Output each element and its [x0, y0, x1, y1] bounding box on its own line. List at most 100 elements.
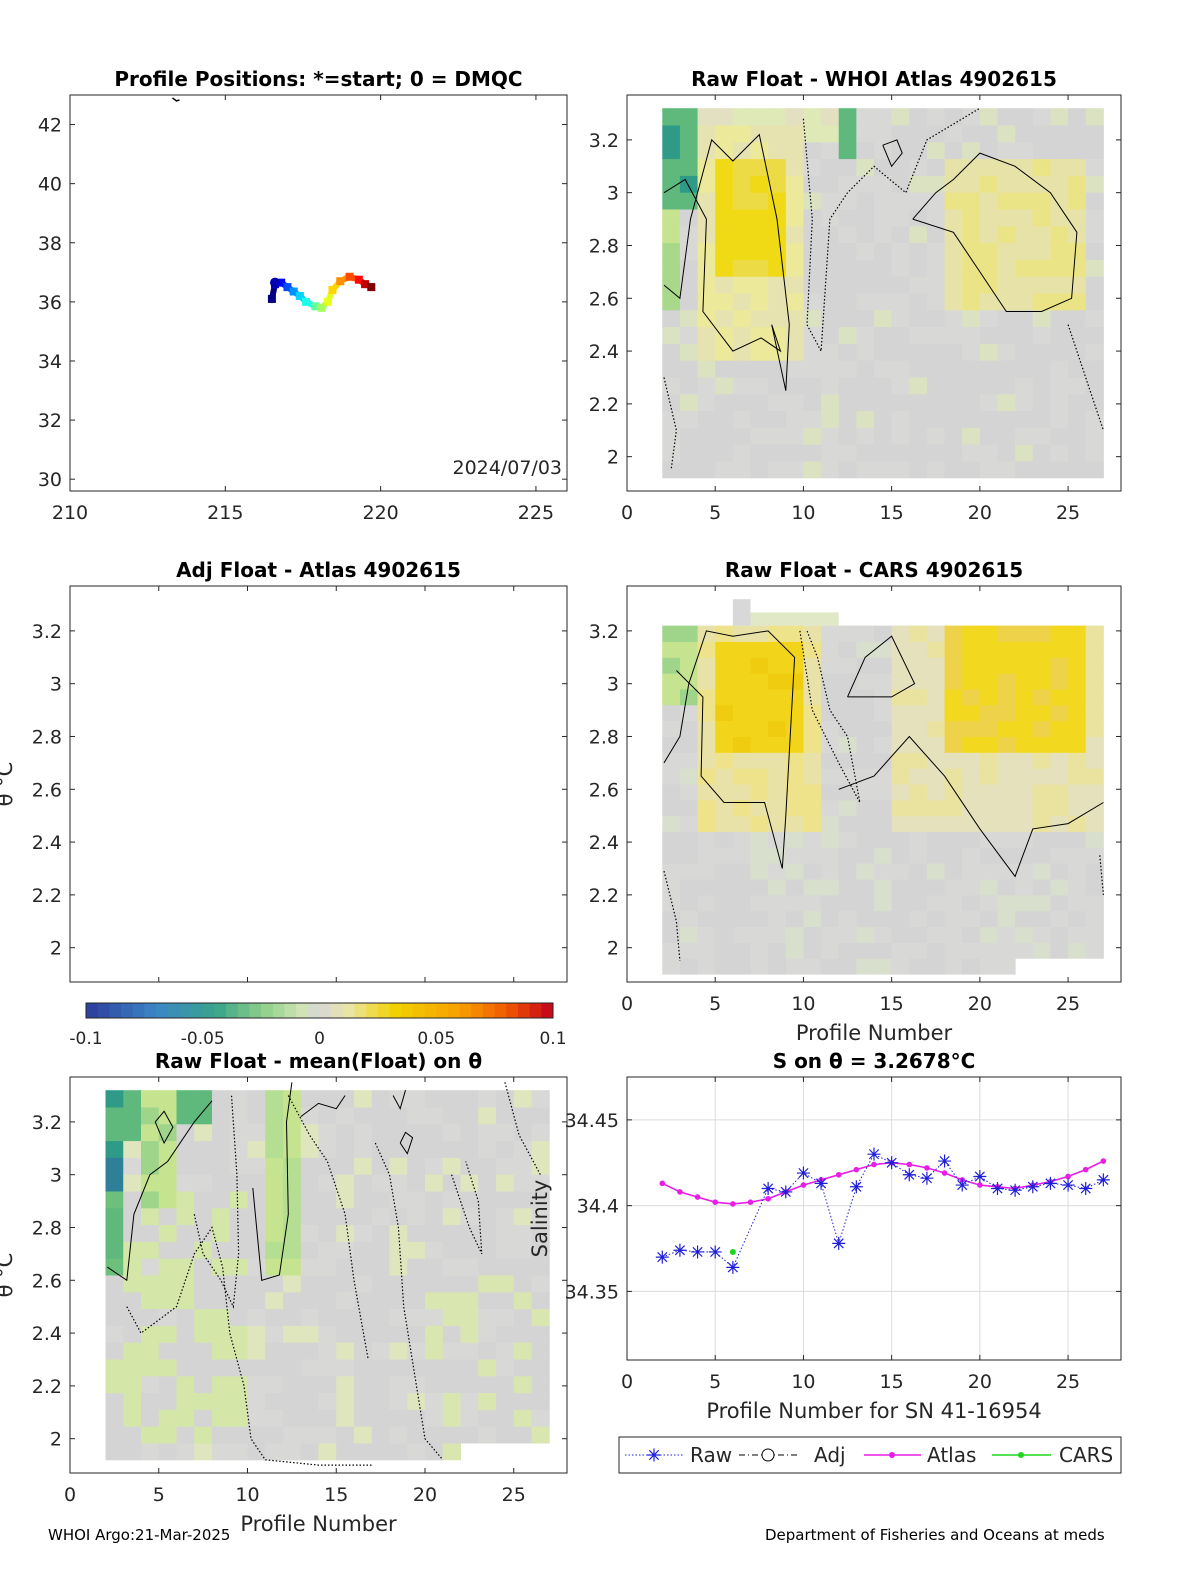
- heatmap-cell: [838, 625, 857, 642]
- colorbar-swatch: [377, 1003, 391, 1018]
- heatmap-cell: [1050, 831, 1069, 848]
- heatmap-cell: [1050, 377, 1069, 395]
- colorbar-swatch: [156, 1003, 169, 1018]
- x-tick-label: 25: [1056, 1371, 1080, 1393]
- x-tick-label: 10: [791, 1371, 815, 1393]
- heatmap-cell: [1068, 736, 1087, 753]
- heatmap-cell: [856, 125, 875, 143]
- heatmap-cell: [1050, 192, 1069, 210]
- heatmap-cell: [821, 673, 840, 690]
- heatmap-cell: [265, 1342, 284, 1360]
- heatmap-cell: [979, 815, 998, 833]
- heatmap-cell: [874, 444, 893, 462]
- heatmap-cell: [496, 1157, 515, 1175]
- heatmap-cell: [354, 1409, 373, 1427]
- heatmap-cell: [662, 192, 681, 210]
- heatmap-cell: [785, 768, 804, 785]
- heatmap-cell: [768, 276, 787, 294]
- heatmap-cell: [926, 427, 946, 445]
- heatmap-cell: [821, 410, 840, 428]
- heatmap-cell: [1032, 815, 1051, 833]
- heatmap-cell: [821, 225, 840, 244]
- y-tick-label: 2: [50, 1429, 62, 1451]
- heatmap-cell: [926, 736, 946, 753]
- heatmap-cell: [679, 641, 699, 658]
- heatmap-cell: [662, 209, 681, 227]
- heatmap-cell: [891, 799, 910, 817]
- heatmap-cell: [1050, 688, 1069, 706]
- heatmap-cell: [531, 1325, 550, 1343]
- heatmap-cell: [944, 410, 963, 428]
- heatmap-cell: [821, 242, 840, 260]
- heatmap-cell: [212, 1443, 231, 1461]
- heatmap-cell: [874, 461, 893, 479]
- heatmap-cell: [247, 1359, 266, 1377]
- heatmap-cell: [158, 1224, 177, 1242]
- heatmap-cell: [803, 393, 822, 412]
- heatmap-cell: [962, 815, 981, 833]
- heatmap-cell: [283, 1392, 302, 1410]
- colorbar-swatch: [541, 1003, 554, 1018]
- heatmap-cell: [997, 125, 1016, 143]
- heatmap-cell: [856, 863, 875, 880]
- raw_mean-cells: [105, 1090, 550, 1461]
- heatmap-cell: [856, 736, 875, 753]
- track-point: [283, 283, 292, 292]
- heatmap-cell: [425, 1443, 444, 1461]
- heatmap-cell: [979, 863, 998, 880]
- raw-point: [885, 1156, 899, 1170]
- heatmap-cell: [856, 926, 875, 943]
- heatmap-cell: [926, 225, 946, 244]
- x-tick-label: 5: [153, 1484, 165, 1506]
- heatmap-cell: [732, 343, 751, 361]
- heatmap-cell: [679, 209, 699, 227]
- heatmap-cell: [962, 768, 981, 785]
- heatmap-cell: [856, 847, 875, 864]
- heatmap-cell: [425, 1224, 444, 1242]
- y-tick-label: 2.4: [589, 832, 619, 854]
- colorbar-swatch: [471, 1003, 484, 1018]
- heatmap-cell: [1032, 847, 1051, 864]
- heatmap-cell: [679, 688, 699, 706]
- heatmap-cell: [496, 1342, 515, 1360]
- heatmap-cell: [460, 1426, 479, 1444]
- heatmap-cell: [962, 831, 981, 848]
- heatmap-cell: [1085, 276, 1104, 294]
- heatmap-cell: [962, 225, 981, 244]
- heatmap-cell: [944, 276, 963, 294]
- heatmap-cell: [856, 942, 875, 959]
- heatmap-cell: [1085, 410, 1104, 428]
- heatmap-cell: [176, 1207, 195, 1226]
- contour-atlas-b: [912, 152, 1078, 312]
- cars-point: [729, 1248, 736, 1255]
- heatmap-cell: [318, 1375, 337, 1394]
- heatmap-cell: [979, 736, 998, 753]
- heatmap-cell: [962, 863, 981, 880]
- heatmap-cell: [1050, 360, 1069, 378]
- heatmap-cell: [318, 1090, 337, 1108]
- heatmap-cell: [662, 704, 681, 722]
- heatmap-cell: [300, 1090, 319, 1108]
- heatmap-cell: [715, 910, 734, 928]
- heatmap-cell: [979, 326, 998, 344]
- heatmap-cell: [697, 657, 716, 674]
- heatmap-cell: [300, 1342, 319, 1360]
- heatmap-cell: [697, 427, 716, 445]
- heatmap-cell: [944, 343, 963, 361]
- heatmap-cell: [1015, 704, 1034, 722]
- heatmap-cell: [926, 657, 946, 674]
- heatmap-cell: [1032, 926, 1051, 943]
- heatmap-cell: [732, 799, 751, 817]
- heatmap-cell: [768, 831, 787, 848]
- heatmap-cell: [283, 1107, 302, 1125]
- raw-point: [691, 1245, 705, 1259]
- heatmap-cell: [283, 1325, 302, 1343]
- heatmap-cell: [750, 276, 769, 294]
- heatmap-cell: [1015, 784, 1034, 801]
- raw-point: [1026, 1180, 1040, 1194]
- heatmap-cell: [1068, 657, 1087, 674]
- heatmap-cell: [425, 1207, 444, 1226]
- salinity-axes: S on θ = 3.2678°C0 5 10 15 20 2534.3534.434.4…: [528, 1049, 1122, 1423]
- heatmap-cell: [944, 141, 963, 160]
